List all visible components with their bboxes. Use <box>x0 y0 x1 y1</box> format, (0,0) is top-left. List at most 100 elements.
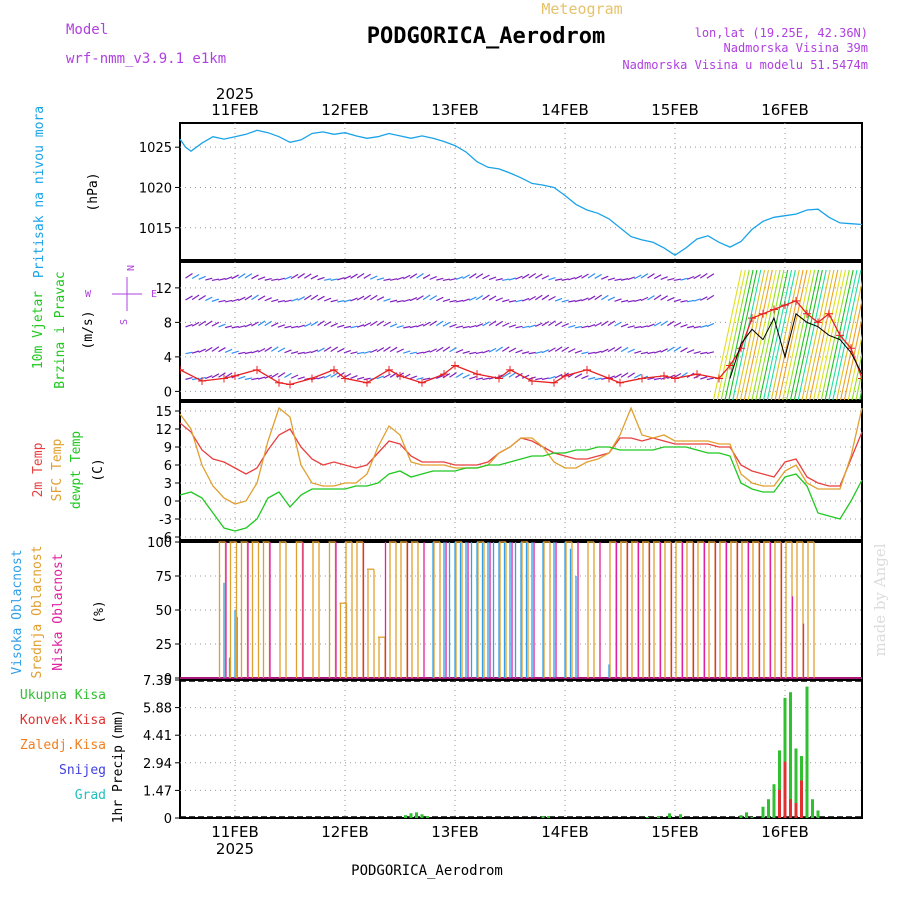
bottom-date-label: 12FEB <box>321 823 368 841</box>
wind-barb <box>416 351 424 355</box>
wind-barb <box>587 351 596 355</box>
wind-speed-marker <box>220 374 228 383</box>
wind-barb <box>620 372 629 378</box>
wind-barb-strong <box>820 269 850 400</box>
wind-barb <box>634 298 642 303</box>
wind-gust-line <box>729 312 862 379</box>
wind-barb <box>627 299 635 303</box>
wind-barb <box>264 297 272 302</box>
wind-barb <box>601 275 609 280</box>
wind-barb <box>277 347 286 353</box>
wind-barb <box>376 296 385 301</box>
precip-total-bar <box>739 815 743 818</box>
wind-barb <box>640 325 649 329</box>
wind-barb <box>218 323 226 328</box>
wind-barb <box>389 278 398 281</box>
wind-barb <box>435 346 444 353</box>
wind-barb <box>257 276 266 281</box>
wind-barb <box>574 350 583 354</box>
wind-barb <box>290 351 299 355</box>
y-tick-label: 25 <box>155 638 172 653</box>
top-date-axis: 11FEB 12FEB 13FEB 14FEB 15FEB 16FEB 2025 <box>211 85 808 119</box>
wind-barb <box>666 346 675 353</box>
wind-barb <box>409 325 418 329</box>
wind-barb <box>627 372 636 378</box>
wind-barb <box>376 320 385 327</box>
precip-legend: Ukupna Kisa Konvek.Kisa Zaledj.Kisa Snij… <box>20 688 106 803</box>
wind-barb-strong <box>732 269 762 400</box>
wind-barb-strong <box>728 269 758 400</box>
panel-frame <box>179 401 863 541</box>
legend-snijeg: Snijeg <box>59 763 106 778</box>
cloud-unit: (%) <box>92 600 107 623</box>
wind-barb <box>561 299 569 303</box>
wind-barb <box>204 346 213 353</box>
wind-barb <box>647 377 655 381</box>
wind-barb <box>475 273 484 279</box>
wind-barb <box>495 320 504 327</box>
wind-barb <box>600 320 609 327</box>
precip-total-bar <box>646 817 649 818</box>
wind-barb <box>330 346 339 352</box>
wind-barb <box>389 346 398 353</box>
wind-barb <box>541 320 550 327</box>
wind-speed-marker <box>836 331 844 340</box>
legend-grad: Grad <box>75 788 106 803</box>
wind-barb <box>475 351 484 355</box>
wind-barb <box>462 374 470 379</box>
wind-barb-strong <box>778 269 808 400</box>
wind-barb <box>198 295 207 301</box>
wind-barb <box>270 372 279 379</box>
precip-total-bar <box>668 813 671 818</box>
wind-barb <box>330 322 338 328</box>
wind-barb <box>205 375 213 380</box>
wind-barb <box>673 322 682 327</box>
wind-barb-strong <box>736 269 766 400</box>
wind-barb <box>403 274 411 280</box>
wind-barb <box>303 294 312 301</box>
precip-total-bar <box>811 799 814 818</box>
wind-barb <box>277 277 286 281</box>
wind-barb <box>548 347 556 353</box>
wind-speed-marker <box>550 378 558 387</box>
wind-barb-strong <box>832 269 862 400</box>
y-tick-label: 2.94 <box>143 757 172 772</box>
wind-barb <box>350 297 358 302</box>
wind-barb <box>191 294 200 301</box>
wind-speed-marker <box>858 374 862 383</box>
top-date-label: 12FEB <box>321 101 368 119</box>
wind-barb <box>634 325 642 329</box>
wind-barb <box>614 298 622 302</box>
wind-barb <box>581 375 589 380</box>
wind-barb <box>257 295 266 301</box>
wind-barb <box>488 276 497 281</box>
wind-barb <box>442 278 451 282</box>
wind-barb-strong <box>739 269 769 400</box>
wind-barb <box>350 273 358 279</box>
wind-barb <box>370 275 378 280</box>
wind-barb <box>422 274 431 280</box>
wind-barb <box>224 276 233 281</box>
precip-conv-bar <box>800 780 803 818</box>
legend-konvek-kisa: Konvek.Kisa <box>20 713 106 728</box>
wind-barb-strong <box>859 387 862 400</box>
wind-barb <box>323 346 332 352</box>
wind-barb <box>185 323 193 328</box>
wind-barb <box>383 321 391 327</box>
y-tick-label: -3 <box>159 513 172 528</box>
wind-barb <box>535 350 543 355</box>
wind-barb-strong <box>786 269 816 400</box>
wind-barb <box>515 349 523 354</box>
wind-barb <box>660 276 668 281</box>
wind-barb <box>238 296 246 302</box>
wind-barb <box>587 272 596 279</box>
wind-barb <box>469 376 477 380</box>
wind-barb <box>356 324 365 328</box>
wind-barb <box>429 320 438 327</box>
wind-barb <box>317 295 325 301</box>
y-tick-label: -6 <box>159 531 172 546</box>
precip-total-bar <box>404 815 407 818</box>
wind-barb <box>198 275 206 280</box>
y-tick-label: 0 <box>164 672 172 687</box>
wind-barb <box>686 299 695 303</box>
